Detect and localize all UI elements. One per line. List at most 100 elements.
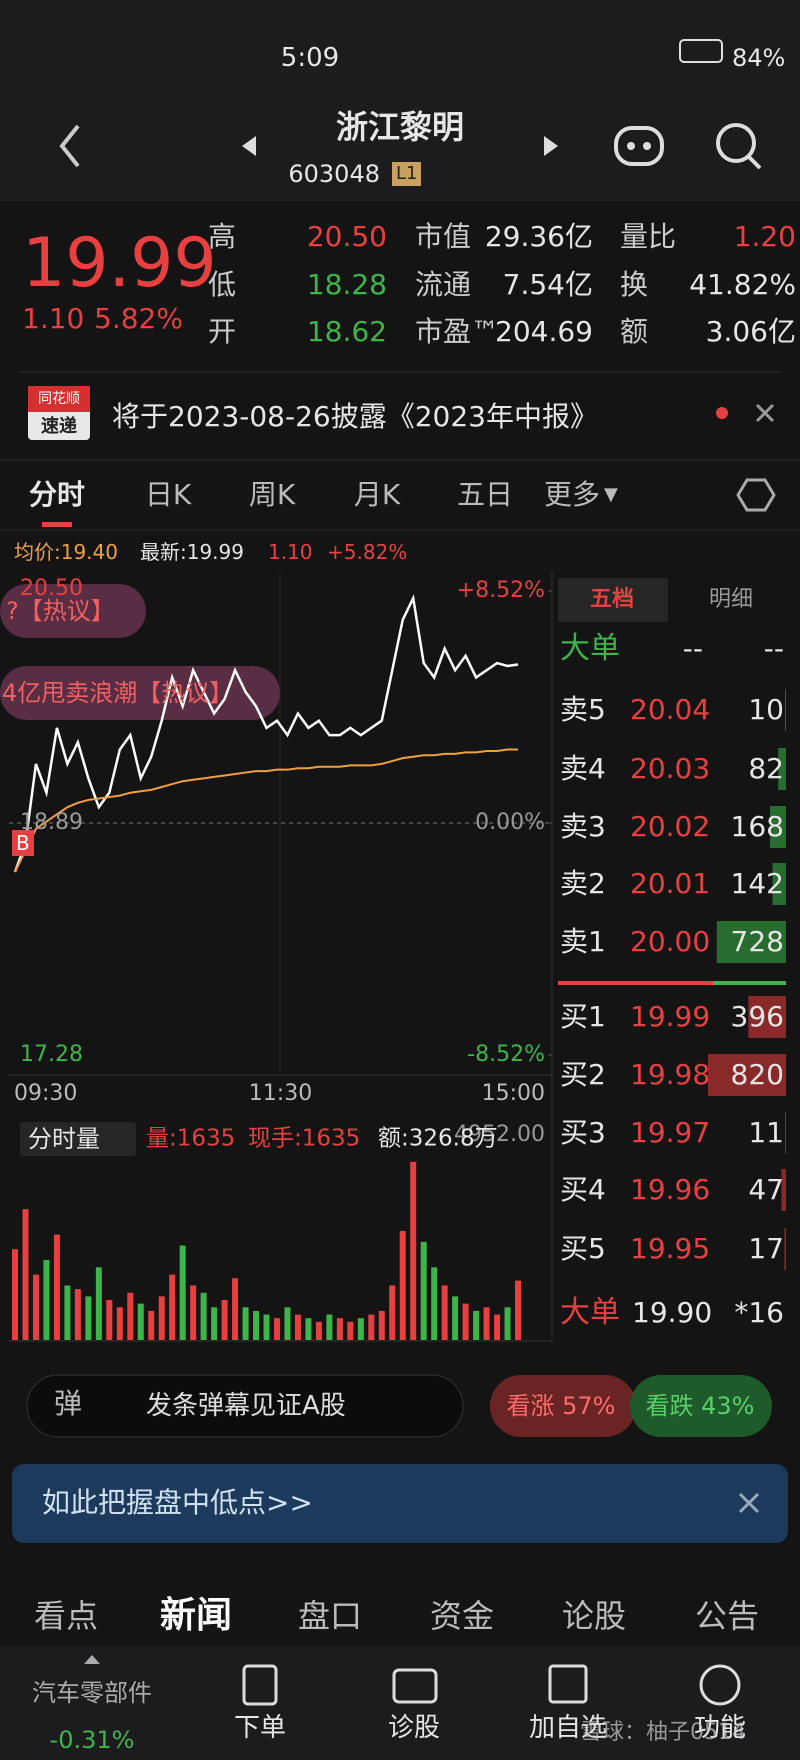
size-bar: [781, 1169, 786, 1211]
next-stock[interactable]: [544, 136, 558, 156]
stat-value: 1.20: [733, 220, 796, 253]
volume-bar: [294, 1314, 301, 1340]
book-price: 20.04: [630, 693, 711, 726]
stat-label: 高: [208, 220, 237, 253]
danmu-input[interactable]: 发条弹幕见证A股: [146, 1391, 346, 1421]
bottom-tab[interactable]: 新闻: [159, 1595, 233, 1636]
book-size: 17: [748, 1232, 784, 1265]
change-pct: 5.82%: [94, 302, 183, 335]
search-icon[interactable]: [716, 123, 762, 170]
book-size: 396: [730, 1000, 784, 1033]
tab-indicator: [42, 522, 72, 527]
stat-label: 市盈™: [415, 315, 500, 348]
notice-text[interactable]: 将于2023-08-26披露《2023年中报》: [112, 400, 598, 433]
banner-bg[interactable]: [12, 1464, 788, 1543]
book-tab[interactable]: 明细: [708, 587, 754, 612]
book-price: 19.98: [630, 1058, 711, 1091]
volume-title[interactable]: 分时量: [28, 1125, 100, 1153]
chart-tab[interactable]: 更多: [543, 478, 600, 511]
big-order-price: --: [682, 632, 703, 665]
hot-tag[interactable]: ?【热议】: [6, 597, 115, 625]
y2-tick-label: -8.52%: [467, 1042, 545, 1067]
size-bar: [784, 1112, 786, 1154]
volume-bar: [284, 1307, 291, 1340]
volume-bar: [410, 1161, 417, 1340]
book-label: 卖3: [560, 810, 606, 843]
stat-value: 204.69: [495, 315, 593, 348]
volume-bar: [158, 1296, 165, 1340]
volume-bar: [64, 1285, 71, 1340]
back-button[interactable]: [59, 124, 80, 168]
chart-tab[interactable]: 周K: [248, 478, 296, 511]
volume-bar: [263, 1314, 270, 1340]
level-badge: L1: [392, 162, 422, 186]
book-label: 买2: [560, 1058, 606, 1091]
nav-item[interactable]: 功能: [693, 1713, 747, 1743]
big-order-size: --: [763, 632, 784, 665]
hot-tag[interactable]: 4亿甩卖浪潮【热议】: [2, 679, 234, 707]
volume-bar: [22, 1209, 29, 1340]
book-label: 卖2: [560, 867, 606, 900]
size-bar: [778, 748, 786, 790]
nav-item[interactable]: 加自选: [528, 1713, 608, 1743]
bottom-tab[interactable]: 论股: [561, 1597, 627, 1635]
book-price: 19.96: [630, 1173, 711, 1206]
book-label: 卖1: [560, 925, 606, 958]
volume-bar: [169, 1274, 176, 1340]
settings-icon[interactable]: [736, 478, 776, 512]
close-banner[interactable]: [738, 1492, 760, 1514]
size-bar: [772, 863, 786, 905]
bottom-tab[interactable]: 资金: [429, 1597, 495, 1635]
book-label: 买1: [560, 1000, 606, 1033]
stock-code: 603048: [288, 160, 380, 188]
nav-item[interactable]: 下单: [233, 1713, 287, 1743]
volume-bar: [378, 1310, 385, 1340]
volume-bar: [148, 1310, 155, 1340]
chart-tab[interactable]: 五日: [456, 478, 514, 511]
bottom-tab[interactable]: 盘口: [297, 1597, 363, 1635]
chart-tab[interactable]: 日K: [144, 478, 192, 511]
close-notice[interactable]: [755, 403, 775, 423]
volume-annotation: 额:326.8万: [378, 1125, 498, 1152]
dropdown-arrow[interactable]: ▼: [604, 484, 618, 505]
stat-value: 7.54亿: [502, 268, 593, 301]
book-tab[interactable]: 五档: [589, 587, 635, 612]
bottom-tab[interactable]: 公告: [694, 1597, 760, 1635]
volume-bar: [137, 1303, 144, 1340]
status-time: 5:09: [280, 43, 340, 73]
banner-text[interactable]: 如此把握盘中低点>>: [42, 1486, 313, 1519]
book-price: 20.02: [630, 810, 711, 843]
prev-stock[interactable]: [242, 136, 256, 156]
volume-bar: [336, 1318, 343, 1340]
bottom-tab[interactable]: 看点: [33, 1597, 99, 1635]
watermark: 雪球：柚子0514: [580, 1720, 746, 1745]
price-change: 1.10: [22, 302, 85, 335]
sector-name[interactable]: 汽车零部件: [32, 1679, 152, 1707]
nav-item[interactable]: 诊股: [387, 1713, 441, 1743]
size-bar: [785, 689, 786, 731]
bull-button[interactable]: 看涨 57%: [506, 1392, 616, 1420]
volume-bar: [106, 1300, 113, 1340]
stock-name: 浙江黎明: [335, 108, 465, 146]
stat-value: 29.36亿: [484, 220, 593, 253]
volume-bar: [357, 1318, 364, 1340]
robot-icon[interactable]: [614, 126, 664, 166]
stat-value: 41.82%: [689, 268, 796, 301]
volume-bar: [441, 1285, 448, 1340]
stat-value: 18.28: [306, 268, 387, 301]
volume-bar: [32, 1274, 39, 1340]
danmu-icon[interactable]: 弹: [53, 1387, 83, 1420]
chart-tab[interactable]: 月K: [353, 478, 401, 511]
book-size: 47: [748, 1173, 784, 1206]
big-order-label: 大单: [560, 631, 620, 666]
size-bar: [708, 1054, 786, 1096]
bear-button[interactable]: 看跌 43%: [645, 1392, 755, 1420]
avg-price: 均价:19.40: [14, 540, 118, 564]
sector-change: -0.31%: [49, 1726, 135, 1754]
volume-bar: [273, 1318, 280, 1340]
chart-tab[interactable]: 分时: [28, 478, 86, 511]
volume-bar: [431, 1267, 438, 1340]
